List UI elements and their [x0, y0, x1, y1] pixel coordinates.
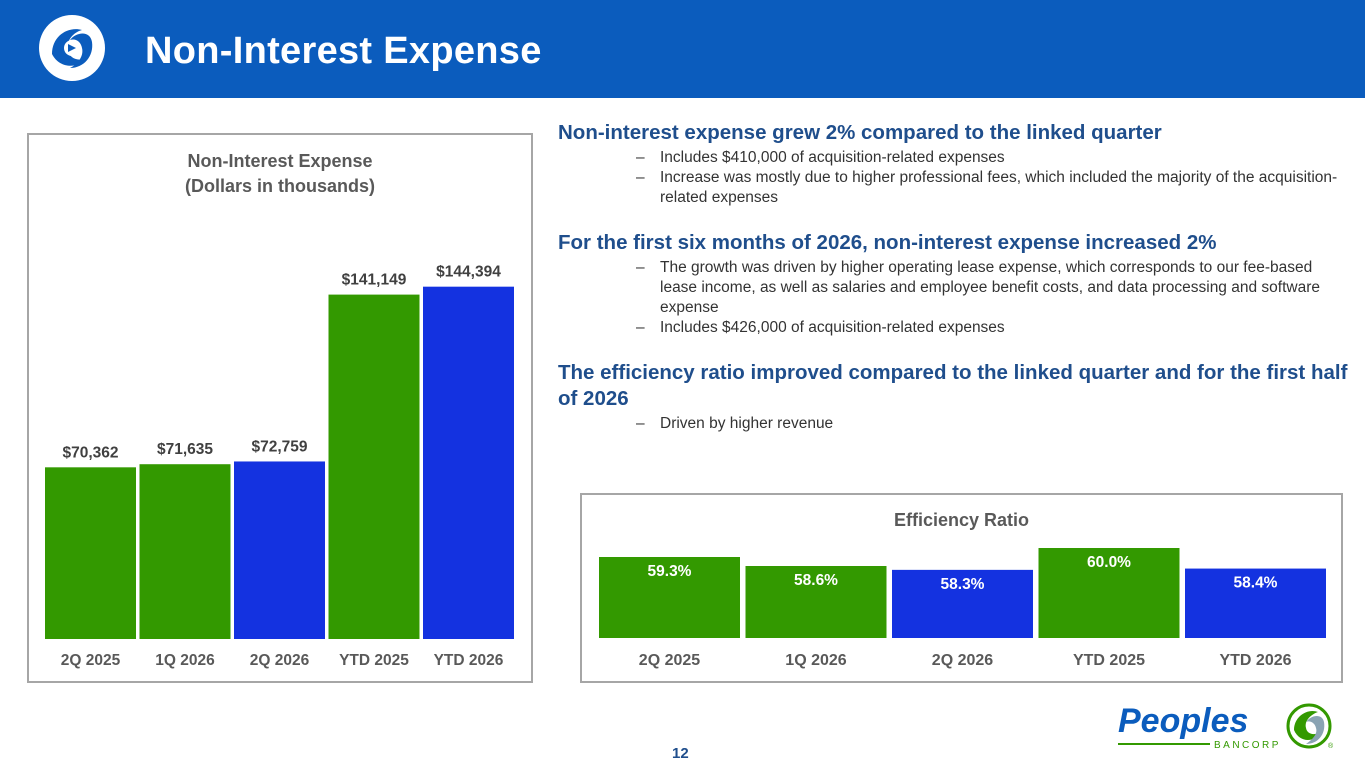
- bar-2q-2025: [45, 467, 136, 639]
- page-number: 12: [672, 745, 689, 762]
- bullet-sub-item: – Includes $426,000 of acquisition-relate…: [558, 318, 1348, 338]
- bar-ytd-2025: [328, 294, 420, 639]
- bullet-heading: Non-interest expense grew 2% compared to…: [558, 121, 1162, 144]
- data-label: $144,394: [436, 264, 501, 281]
- data-label: $71,635: [157, 441, 213, 458]
- category-label: 1Q 2026: [155, 652, 215, 669]
- category-label: 2Q 2026: [250, 652, 310, 669]
- logo-brand-text: Peoples: [1118, 702, 1248, 740]
- bar-1q-2026: [139, 464, 231, 639]
- bullet-sub-text: Includes $426,000 of acquisition-related…: [660, 319, 1005, 336]
- data-label: $72,759: [251, 438, 307, 455]
- bullet-sub-item: – Increase was mostly due to higher profe…: [558, 168, 1348, 208]
- nie-bar-chart: $70,362 2Q 2025 $71,635 1Q 2026 $72,759 2Q 20…: [45, 264, 514, 669]
- bullet-dash: –: [636, 259, 645, 276]
- bar-1q-2026: [745, 566, 887, 638]
- data-label: 58.6%: [794, 572, 838, 589]
- efficiency-chart-panel: Efficiency Ratio 59.3% 2Q 2025 58.6% 1Q 202…: [580, 493, 1343, 683]
- bullet-dash: –: [636, 149, 645, 166]
- bullet-dash: –: [636, 415, 645, 432]
- bullet-sub-item: – The growth was driven by higher operati…: [558, 258, 1348, 318]
- logo-mark-icon: [1286, 703, 1332, 749]
- bar-2q-2025: [599, 557, 740, 638]
- peoples-logo-icon: [39, 15, 105, 81]
- bar-ytd-2026: [423, 286, 514, 639]
- bullet-sub-item: – Includes $410,000 of acquisition-relate…: [558, 148, 1348, 168]
- header-bar: Non-Interest Expense: [0, 0, 1365, 98]
- category-label: YTD 2026: [434, 652, 504, 669]
- commentary-bullets: Non-interest expense grew 2% compared to…: [558, 120, 1348, 434]
- peoples-bancorp-logo: Peoples BANCORP ®: [1118, 702, 1334, 751]
- nie-chart-title: Non-Interest Expense: [187, 151, 373, 171]
- category-label: 1Q 2026: [785, 652, 846, 669]
- category-label: 2Q 2025: [639, 652, 700, 669]
- bullet-sub-text: Increase was mostly due to higher profes…: [660, 169, 1338, 206]
- data-label: 59.3%: [648, 563, 692, 580]
- bullet-dash: –: [636, 169, 645, 186]
- data-label: 60.0%: [1087, 554, 1131, 571]
- logo-registered-mark: ®: [1328, 742, 1334, 750]
- bar-ytd-2025: [1038, 548, 1180, 638]
- category-label: 2Q 2026: [932, 652, 993, 669]
- page-title: Non-Interest Expense: [145, 30, 542, 72]
- bar-2q-2026: [234, 461, 325, 639]
- bullet-heading: The efficiency ratio improved compared t…: [558, 361, 1348, 410]
- bar-2q-2026: [892, 569, 1033, 638]
- category-label: YTD 2026: [1219, 652, 1291, 669]
- data-label: 58.4%: [1234, 575, 1278, 592]
- efficiency-bar-chart: 59.3% 2Q 2025 58.6% 1Q 2026 58.3% 2Q 2026 60.0…: [599, 548, 1326, 669]
- efficiency-chart-title: Efficiency Ratio: [893, 510, 1030, 530]
- category-label: YTD 2025: [339, 652, 409, 669]
- category-label: 2Q 2025: [61, 652, 121, 669]
- bullet-sub-text: Driven by higher revenue: [660, 415, 834, 432]
- data-label: $141,149: [342, 272, 407, 289]
- data-label: 58.3%: [941, 576, 985, 593]
- bullet-dash: –: [636, 319, 645, 336]
- logo-sub-text: BANCORP: [1214, 740, 1281, 751]
- bar-ytd-2026: [1185, 568, 1326, 638]
- bullet-heading: For the first six months of 2026, non-in…: [558, 231, 1217, 254]
- data-label: $70,362: [62, 444, 118, 461]
- category-label: YTD 2025: [1073, 652, 1145, 669]
- nie-chart-subtitle: (Dollars in thousands): [184, 176, 375, 196]
- bullet-sub-item: – Driven by higher revenue: [558, 414, 1348, 434]
- bullet-sub-text: The growth was driven by higher operatin…: [660, 259, 1320, 316]
- nie-chart-panel: Non-Interest Expense (Dollars in thousan…: [27, 133, 533, 683]
- bullet-sub-text: Includes $410,000 of acquisition-related…: [660, 149, 1005, 166]
